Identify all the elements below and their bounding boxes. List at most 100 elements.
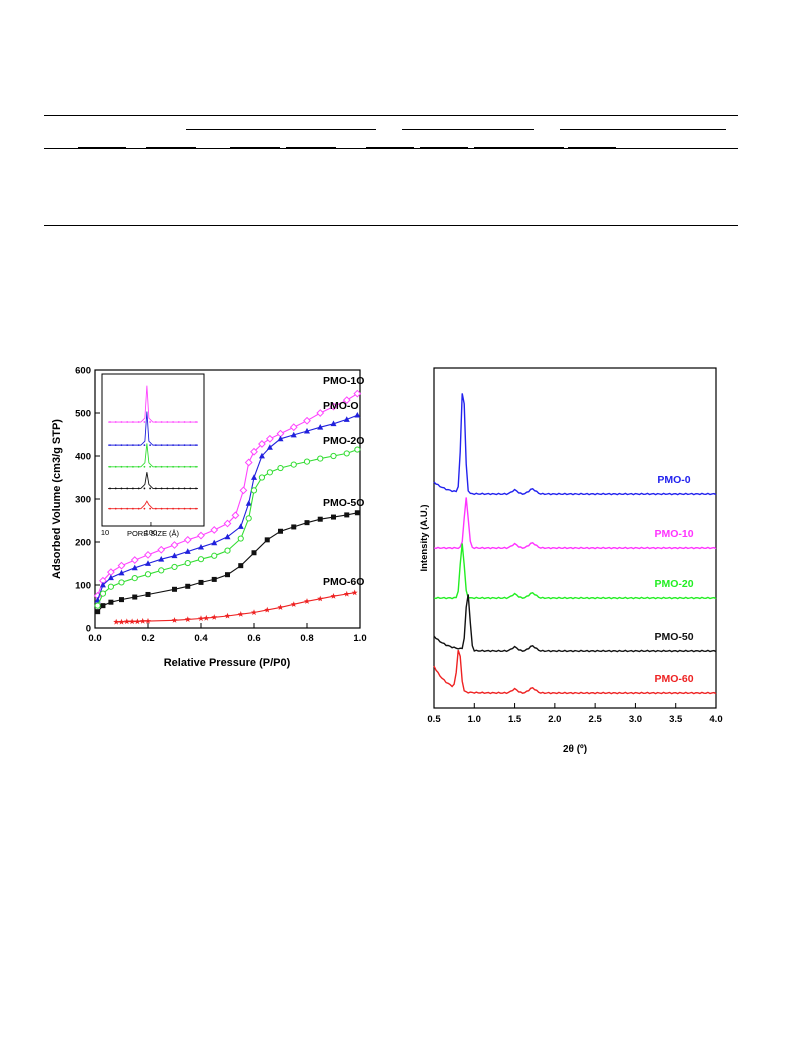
data-point [184, 548, 191, 554]
data-point [239, 486, 248, 495]
data-point [303, 458, 311, 465]
isotherm-series-labels: PMO-1O PMO-O PMO-2O PMO-5O PMO-6O [323, 375, 364, 588]
data-point [197, 556, 205, 563]
data-point [290, 431, 297, 438]
inset-point [177, 507, 180, 510]
x-tick-label: 0.2 [141, 633, 154, 644]
inset-point [126, 487, 129, 490]
data-point [278, 528, 283, 534]
inset-point [126, 465, 129, 468]
data-point [258, 474, 266, 481]
inset-point [172, 444, 174, 447]
inset-point [189, 465, 192, 468]
inset-point [126, 507, 129, 510]
table-header-rule [44, 148, 738, 149]
data-point [251, 474, 257, 480]
series-label: PMO-20 [654, 578, 693, 590]
data-point [99, 590, 107, 597]
inset-point [189, 444, 192, 447]
inset-point [109, 507, 111, 510]
data-point [291, 524, 297, 530]
inset-x-label: PORE SIZE (Å) [127, 529, 180, 538]
series-label: PMO-0 [657, 474, 690, 486]
data-point [237, 611, 244, 617]
inset-x-tick-label: 10 [101, 528, 109, 537]
data-point [330, 452, 337, 460]
data-point [145, 617, 151, 624]
series-pmo-0 [433, 393, 717, 496]
table-sub-rule [146, 147, 196, 148]
inset-point [143, 444, 146, 447]
inset-trace [108, 385, 198, 423]
data-point [170, 541, 179, 549]
data-point [317, 423, 324, 430]
x-tick-label: 2.0 [548, 714, 561, 725]
inset-point [132, 421, 134, 423]
inset-point [143, 465, 146, 468]
data-point [171, 617, 178, 623]
series-pmo-o [94, 411, 361, 603]
inset-point [114, 487, 117, 490]
data-point [343, 450, 350, 457]
inset-point [177, 421, 180, 423]
data-point [244, 458, 253, 467]
x-tick-label: 4.0 [709, 714, 722, 725]
data-point [330, 593, 337, 599]
data-point [139, 617, 146, 624]
inset-point [132, 487, 134, 490]
inset-point [189, 487, 192, 490]
data-point [99, 581, 106, 588]
inset-point [166, 444, 169, 447]
inset-point [160, 465, 163, 468]
x-tick-label: 3.5 [669, 714, 683, 725]
table-top-rule [44, 115, 738, 116]
data-point [211, 539, 218, 546]
data-point [144, 571, 152, 578]
y-tick-label: 200 [75, 538, 91, 549]
data-point [145, 591, 151, 597]
inset-point [154, 487, 157, 490]
series-line [433, 543, 717, 600]
data-point [251, 609, 257, 616]
inset-point [149, 444, 152, 447]
table-sub-rule [78, 147, 126, 148]
data-point [303, 416, 311, 425]
inset-point [195, 507, 197, 510]
data-point [266, 444, 273, 450]
data-point [304, 598, 310, 604]
inset-point [114, 444, 117, 447]
series-pmo-50 [433, 594, 717, 653]
series-pmo-6o [113, 589, 358, 625]
series-line [433, 497, 717, 550]
isotherm-x-label: Relative Pressure (P/P0) [164, 657, 291, 669]
x-tick-label: 0.4 [194, 633, 208, 644]
data-point [224, 612, 231, 619]
data-point [113, 618, 120, 625]
inset-point [160, 421, 163, 423]
data-point [266, 469, 273, 476]
data-point [224, 547, 231, 554]
data-point [132, 594, 138, 600]
x-tick-label: 1.0 [353, 633, 366, 644]
inset-point [109, 444, 111, 447]
inset-point [177, 487, 180, 490]
isotherm-y-label: Adsorbed Volume (cm3/g STP) [51, 419, 63, 579]
data-point [245, 515, 252, 522]
inset-point [154, 465, 157, 468]
data-point [225, 572, 230, 578]
data-point [223, 519, 232, 528]
inset-point [154, 444, 157, 447]
data-point [354, 510, 360, 516]
inset-point [195, 487, 197, 490]
inset-point [114, 465, 117, 468]
data-point [129, 618, 136, 625]
data-point [342, 396, 351, 405]
data-point [184, 559, 191, 567]
data-point [277, 464, 284, 472]
data-point [100, 603, 106, 609]
inset-point [154, 421, 157, 423]
inset-trace [108, 443, 198, 468]
x-tick-label: 2.5 [589, 714, 603, 725]
data-point [277, 604, 284, 610]
data-point [289, 423, 298, 432]
